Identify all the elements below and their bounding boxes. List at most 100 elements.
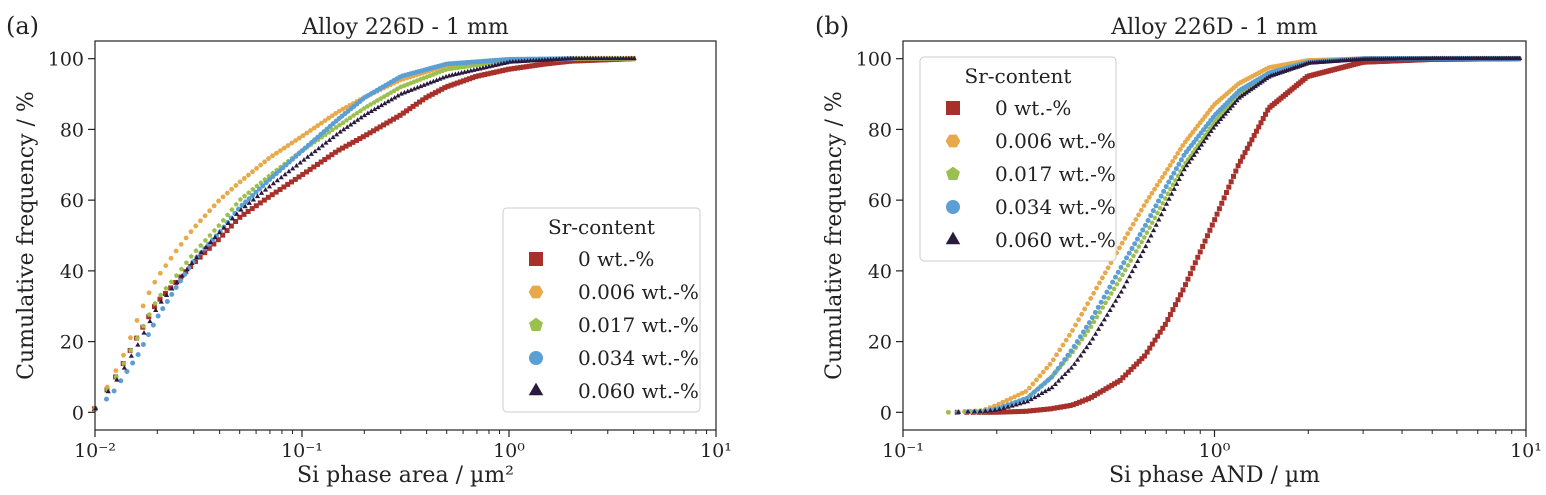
- data-point: [189, 260, 195, 265]
- data-point: [198, 249, 204, 255]
- data-point: [1113, 298, 1119, 303]
- data-point: [1162, 195, 1168, 201]
- data-point: [1225, 108, 1231, 113]
- y-tick-label: 80: [60, 119, 84, 141]
- data-point: [1201, 138, 1207, 144]
- data-point: [163, 263, 169, 268]
- data-point: [1181, 166, 1187, 172]
- data-point: [146, 314, 152, 320]
- data-point: [523, 64, 529, 70]
- data-point: [254, 193, 261, 199]
- data-point: [188, 263, 194, 269]
- data-point: [1024, 398, 1031, 404]
- data-point: [1137, 253, 1143, 259]
- data-point: [955, 409, 962, 414]
- data-point: [141, 330, 147, 335]
- data-point: [378, 102, 384, 108]
- data-point: [282, 171, 288, 177]
- data-point: [631, 55, 637, 61]
- data-point: [1145, 217, 1151, 223]
- data-point: [360, 134, 366, 140]
- data-point: [1150, 208, 1156, 214]
- y-tick-label: 40: [60, 261, 84, 283]
- legend-marker-hexagon: [945, 134, 961, 148]
- data-point: [1129, 245, 1135, 251]
- data-point: [1223, 189, 1229, 195]
- data-point: [526, 63, 532, 69]
- x-tick-label: 10¹: [1510, 440, 1542, 462]
- data-point: [1193, 148, 1200, 154]
- data-point: [173, 272, 179, 278]
- data-point: [1126, 273, 1133, 279]
- data-point: [1143, 243, 1149, 249]
- data-point: [378, 95, 384, 101]
- data-point: [1074, 339, 1080, 345]
- data-point: [234, 211, 240, 216]
- data-point: [225, 220, 231, 225]
- data-point: [368, 101, 374, 107]
- data-point: [1128, 258, 1134, 263]
- data-point: [1166, 179, 1172, 185]
- x-tick-label: 10⁻¹: [882, 440, 924, 462]
- data-point: [1148, 232, 1154, 238]
- data-point: [454, 80, 460, 86]
- data-point: [1108, 290, 1114, 296]
- data-point: [280, 165, 286, 171]
- data-point: [274, 177, 280, 183]
- data-point: [1202, 238, 1208, 244]
- data-point: [1097, 309, 1103, 315]
- data-point: [253, 203, 259, 209]
- data-point: [1187, 271, 1193, 277]
- data-point: [1170, 159, 1176, 164]
- data-point: [1142, 222, 1148, 228]
- data-point: [296, 135, 302, 141]
- data-point: [163, 285, 169, 291]
- data-point: [1039, 390, 1045, 396]
- data-point: [329, 113, 335, 119]
- data-point: [253, 166, 260, 171]
- data-point: [1191, 152, 1197, 157]
- data-point: [457, 79, 463, 85]
- data-point: [258, 162, 264, 168]
- data-point: [355, 117, 361, 122]
- plot-area-frame: [94, 40, 717, 431]
- data-point: [289, 179, 295, 185]
- data-point: [1161, 188, 1167, 194]
- data-point: [1141, 234, 1147, 240]
- data-point: [1266, 74, 1272, 79]
- data-point: [1120, 375, 1126, 381]
- data-point: [401, 89, 408, 95]
- data-point: [1264, 75, 1270, 81]
- legend: Sr-content 0 wt.-% 0.006 wt.-% 0.017 wt.-% 0…: [919, 56, 1117, 262]
- legend-entry: 0.034 wt.-%: [995, 195, 1116, 219]
- data-point: [1065, 352, 1071, 358]
- y-tick-label: 60: [60, 190, 84, 212]
- data-point: [416, 99, 422, 105]
- data-point: [491, 70, 497, 76]
- data-point: [152, 300, 158, 306]
- data-point: [1229, 103, 1235, 108]
- data-point: [157, 270, 163, 276]
- data-point: [263, 180, 269, 186]
- data-point: [277, 168, 283, 174]
- data-point: [371, 99, 377, 105]
- data-point: [1049, 384, 1055, 390]
- data-point: [1042, 380, 1048, 386]
- data-point: [169, 291, 175, 297]
- data-point: [233, 183, 239, 188]
- data-point: [1139, 356, 1145, 362]
- data-point: [257, 200, 263, 206]
- data-point: [206, 245, 212, 251]
- data-point: [1256, 124, 1262, 130]
- data-point: [1158, 211, 1164, 217]
- data-point: [1105, 295, 1111, 301]
- data-point: [1028, 396, 1034, 402]
- data-point: [1070, 402, 1076, 408]
- data-point: [253, 189, 259, 195]
- data-point: [273, 189, 279, 195]
- data-point: [1028, 392, 1034, 398]
- data-point: [1031, 389, 1037, 395]
- data-point: [1085, 301, 1091, 306]
- data-point: [1013, 399, 1019, 405]
- data-point: [982, 408, 989, 413]
